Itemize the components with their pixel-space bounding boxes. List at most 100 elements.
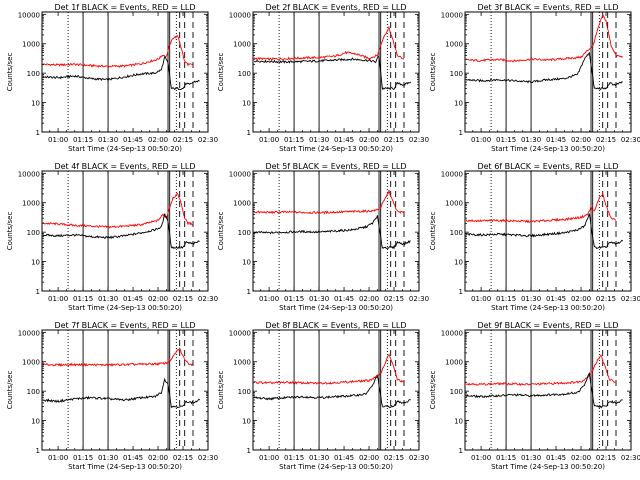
chart-title: Det 7f BLACK = Events, RED = LLD [54,321,195,330]
x-axis-label: Start Time (24-Sep-13 00:50:20) [279,145,393,153]
x-tick-label: 01:30 [521,454,541,462]
lld-series-line [253,25,405,62]
x-tick-label: 01:45 [334,454,354,462]
chart-panel: 1 10 100 1000 10000 01:00 01:15 01:30 01:45 02:00… [429,162,640,312]
y-axis-label: Counts/sec [429,371,437,410]
x-tick-label: 01:45 [334,136,354,144]
y-tick-label: 1000 [22,359,40,367]
x-tick-label: 01:30 [309,454,329,462]
x-tick-label: 02:00 [571,136,591,144]
x-tick-label: 01:00 [259,136,279,144]
y-axis-label: Counts/sec [6,371,14,410]
events-series-line [42,377,200,409]
x-tick-label: 01:00 [471,136,491,144]
x-axis-label: Start Time (24-Sep-13 00:50:20) [491,145,605,153]
x-tick-label: 02:15 [596,136,616,144]
x-tick-label: 02:30 [198,454,218,462]
events-series-line [42,56,200,91]
x-tick-label: 02:30 [621,454,640,462]
y-tick-label: 10 [454,418,463,426]
x-tick-label: 02:30 [409,136,429,144]
x-tick-label: 01:45 [123,454,143,462]
x-tick-label: 02:30 [409,295,429,303]
lld-series-line [466,13,623,63]
chart-title: Det 1f BLACK = Events, RED = LLD [54,3,195,12]
events-series-line [253,215,411,250]
events-series-line [465,51,623,91]
y-tick-label: 10000 [18,329,40,337]
x-tick-label: 01:15 [73,136,93,144]
plot-frame [464,11,632,133]
x-tick-label: 01:15 [496,295,516,303]
events-series-line [465,371,623,409]
chart-panel: 1 10 100 1000 10000 01:00 01:15 01:30 01:45 02:00… [217,321,429,471]
y-tick-label: 100 [450,229,463,237]
x-tick-label: 01:15 [73,295,93,303]
y-tick-label: 10 [31,259,40,267]
y-tick-label: 1 [459,129,463,137]
x-tick-label: 02:15 [173,136,193,144]
x-axis-label: Start Time (24-Sep-13 00:50:20) [491,463,605,471]
x-tick-label: 01:30 [521,295,541,303]
x-tick-label: 02:00 [359,295,379,303]
y-tick-label: 1 [36,129,40,137]
chart-panel: 1 10 100 1000 10000 01:00 01:15 01:30 01:45 02:00… [429,3,640,153]
x-tick-label: 02:30 [621,136,640,144]
y-axis-label: Counts/sec [217,371,225,410]
events-series-line [465,213,623,250]
y-tick-label: 10 [454,100,463,108]
lld-series-line [465,191,617,224]
x-tick-label: 01:45 [546,136,566,144]
chart-title: Det 5f BLACK = Events, RED = LLD [265,162,406,171]
x-tick-label: 01:45 [334,295,354,303]
y-axis-label: Counts/sec [6,212,14,251]
plot-frame [41,329,209,451]
events-series-line [253,54,412,91]
chart-panel: 1 10 100 1000 10000 01:00 01:15 01:30 01:45 02:00… [6,162,218,312]
y-tick-label: 10000 [229,329,251,337]
x-tick-label: 01:30 [98,136,118,144]
plot-frame [252,11,420,133]
x-tick-label: 01:00 [259,295,279,303]
chart-title: Det 9f BLACK = Events, RED = LLD [477,321,618,330]
y-tick-label: 1000 [233,359,251,367]
x-tick-label: 01:45 [123,136,143,144]
y-tick-label: 10 [242,100,251,108]
chart-title: Det 4f BLACK = Events, RED = LLD [54,162,195,171]
plot-frame [41,170,209,292]
x-axis-label: Start Time (24-Sep-13 00:50:20) [491,304,605,312]
events-series-line [42,213,200,250]
x-tick-label: 01:15 [496,136,516,144]
x-tick-label: 01:00 [259,454,279,462]
x-tick-label: 01:00 [471,295,491,303]
y-tick-label: 1 [36,288,40,296]
y-tick-label: 100 [27,388,40,396]
x-tick-label: 02:30 [409,454,429,462]
x-tick-label: 01:00 [48,454,68,462]
x-axis-label: Start Time (24-Sep-13 00:50:20) [68,145,182,153]
plot-frame [41,11,209,133]
y-axis-label: Counts/sec [217,212,225,251]
y-tick-label: 100 [238,229,251,237]
x-tick-label: 02:00 [359,454,379,462]
chart-panel: 1 10 100 1000 10000 01:00 01:15 01:30 01:45 02:00… [429,321,640,471]
events-series-line [253,374,411,408]
x-tick-label: 02:00 [571,295,591,303]
x-tick-label: 02:30 [198,295,218,303]
x-tick-label: 02:15 [384,454,404,462]
y-tick-label: 10 [454,259,463,267]
y-tick-label: 100 [238,70,251,78]
y-tick-label: 1 [247,129,251,137]
x-tick-label: 02:00 [148,136,168,144]
x-tick-label: 01:00 [48,136,68,144]
y-tick-label: 10 [242,418,251,426]
y-tick-label: 1000 [22,200,40,208]
lld-series-line [42,35,194,68]
chart-title: Det 8f BLACK = Events, RED = LLD [265,321,406,330]
y-tick-label: 1000 [233,41,251,49]
y-axis-label: Counts/sec [6,53,14,92]
y-tick-label: 10000 [18,11,40,19]
y-tick-label: 1 [247,447,251,455]
x-axis-label: Start Time (24-Sep-13 00:50:20) [68,463,182,471]
